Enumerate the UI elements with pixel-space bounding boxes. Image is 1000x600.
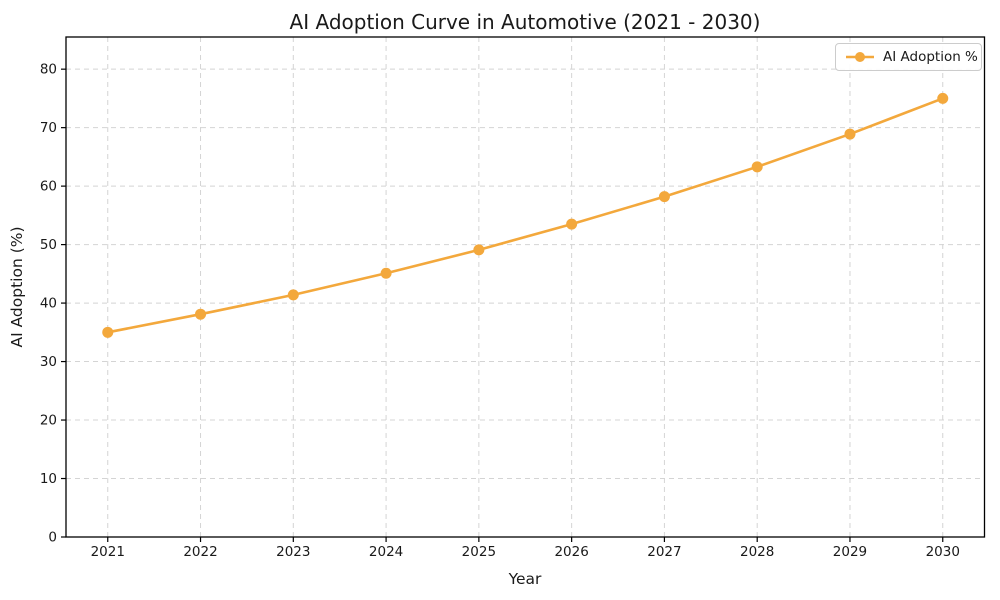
legend-label: AI Adoption % — [883, 49, 978, 65]
y-tick-label: 20 — [40, 413, 57, 429]
y-tick-label: 30 — [40, 354, 57, 370]
x-tick-label: 2026 — [554, 544, 588, 560]
data-point — [751, 161, 763, 173]
grid-layer — [66, 37, 985, 538]
y-tick-label: 10 — [40, 471, 57, 487]
x-tick-label: 2023 — [276, 544, 310, 560]
y-tick-label: 80 — [40, 62, 57, 78]
adoption-line — [106, 97, 945, 334]
data-layer — [102, 92, 949, 338]
data-point — [380, 267, 392, 279]
data-point — [287, 289, 299, 301]
plot-border — [65, 36, 986, 538]
x-tick-label: 2025 — [462, 544, 496, 560]
y-tick-label: 70 — [40, 120, 57, 136]
x-tick-label: 2030 — [926, 544, 960, 560]
y-tick-label: 50 — [40, 237, 57, 253]
data-point — [195, 308, 207, 320]
axis-layer: 2021 2022 2023 2024 2025 2026 2027 2028 2029 2030… — [40, 36, 986, 560]
data-point — [473, 244, 485, 256]
x-axis-label: Year — [508, 570, 542, 588]
legend-line-marker-icon — [846, 52, 874, 62]
data-point — [937, 92, 949, 104]
x-tick-label: 2024 — [369, 544, 403, 560]
y-tick-label: 40 — [40, 296, 57, 312]
legend: AI Adoption % — [835, 43, 982, 71]
x-tick-label: 2028 — [740, 544, 774, 560]
x-tick-label: 2021 — [91, 544, 125, 560]
data-point — [844, 128, 856, 140]
data-point — [658, 191, 670, 203]
x-tick-label: 2022 — [183, 544, 217, 560]
y-tick-label: 0 — [48, 530, 57, 546]
x-tick-label: 2027 — [647, 544, 681, 560]
data-point — [566, 218, 578, 230]
chart-title: AI Adoption Curve in Automotive (2021 - … — [290, 10, 761, 34]
y-axis-label: AI Adoption (%) — [8, 226, 26, 347]
y-tick-label: 60 — [40, 179, 57, 195]
x-tick-label: 2029 — [833, 544, 867, 560]
data-point — [102, 326, 114, 338]
